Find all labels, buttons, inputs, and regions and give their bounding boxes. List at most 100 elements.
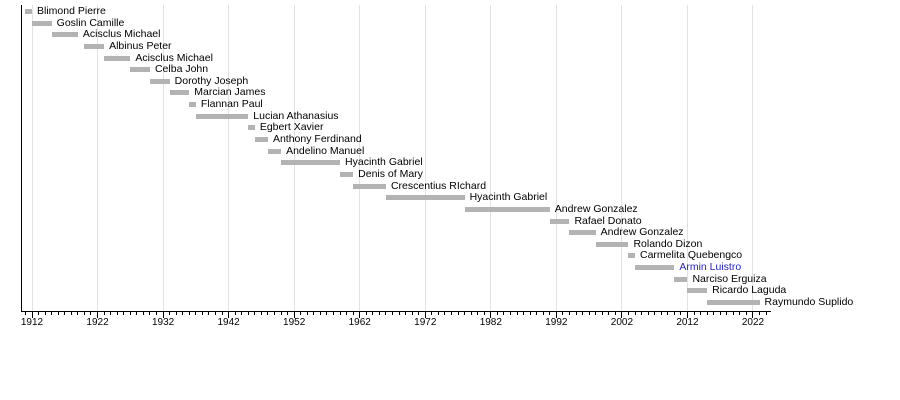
minor-tick: [208, 312, 210, 315]
minor-tick: [44, 312, 46, 315]
timeline-bar-label: Hyacinth Gabriel: [469, 191, 548, 204]
x-axis-tick-label: 2022: [741, 317, 765, 328]
minor-tick: [568, 312, 570, 315]
minor-tick: [582, 312, 584, 315]
timeline-bar: [32, 20, 52, 26]
minor-tick: [726, 312, 728, 315]
x-axis-tick-label: 1912: [20, 317, 44, 328]
minor-tick: [385, 312, 387, 315]
timeline-bar: [254, 137, 268, 143]
minor-tick: [24, 312, 26, 315]
timeline-bar: [51, 32, 78, 38]
minor-tick: [149, 312, 151, 315]
minor-tick: [667, 312, 669, 315]
minor-tick: [523, 312, 525, 315]
timeline-bar: [464, 206, 550, 212]
minor-tick: [418, 312, 420, 315]
major-tick: [555, 312, 557, 318]
timeline-bar-label: Marcian James: [194, 86, 266, 99]
timeline-bar: [353, 183, 386, 189]
minor-tick: [110, 312, 112, 315]
timeline-bar: [628, 253, 635, 259]
timeline-bar-label: Blimond Pierre: [37, 5, 106, 17]
minor-tick: [450, 312, 452, 315]
minor-tick: [188, 312, 190, 315]
decade-gridline: [359, 5, 361, 311]
timeline-bar-label: Rafael Donato: [574, 214, 642, 227]
minor-tick: [136, 312, 138, 315]
minor-tick: [83, 312, 85, 315]
timeline-bar-label: Andrew Gonzalez: [600, 226, 684, 239]
minor-tick: [201, 312, 203, 315]
minor-tick: [700, 312, 702, 315]
major-tick: [424, 312, 426, 318]
minor-tick: [398, 312, 400, 315]
timeline-bar-label: Crescentius RIchard: [390, 179, 487, 192]
decade-gridline: [228, 5, 230, 311]
major-tick: [162, 312, 164, 318]
timeline-bar-label: Denis of Mary: [358, 167, 423, 180]
timeline-bar: [25, 9, 32, 14]
timeline-bar: [340, 171, 354, 177]
minor-tick: [562, 312, 564, 315]
timeline-bar: [169, 90, 190, 96]
minor-tick: [542, 312, 544, 315]
decade-gridline: [97, 5, 99, 311]
minor-tick: [70, 312, 72, 315]
minor-tick: [142, 312, 144, 315]
decade-gridline: [686, 5, 688, 311]
minor-tick: [680, 312, 682, 315]
minor-tick: [516, 312, 518, 315]
decade-gridline: [490, 5, 492, 311]
decade-gridline: [555, 5, 557, 311]
major-tick: [31, 312, 33, 318]
minor-tick: [608, 312, 610, 315]
x-axis-tick-label: 1972: [414, 317, 437, 328]
timeline-bar-label: Raymundo Suplido: [764, 296, 854, 308]
minor-tick: [274, 312, 276, 315]
minor-tick: [391, 312, 393, 315]
minor-tick: [660, 312, 662, 315]
minor-tick: [38, 312, 40, 315]
timeline-bar: [635, 265, 675, 271]
minor-tick: [267, 312, 269, 315]
minor-tick: [169, 312, 171, 315]
x-axis-line: [21, 311, 771, 312]
minor-tick: [706, 312, 708, 315]
minor-tick: [195, 312, 197, 315]
timeline-bar: [549, 218, 570, 224]
minor-tick: [103, 312, 105, 315]
minor-tick: [300, 312, 302, 315]
minor-tick: [444, 312, 446, 315]
timeline-bar-link-label[interactable]: Armin Luistro: [679, 261, 742, 274]
minor-tick: [365, 312, 367, 315]
timeline-bar-label: Andrew Gonzalez: [554, 202, 638, 215]
decade-gridline: [31, 5, 33, 311]
minor-tick: [319, 312, 321, 315]
minor-tick: [123, 312, 125, 315]
minor-tick: [378, 312, 380, 315]
minor-tick: [182, 312, 184, 315]
minor-tick: [496, 312, 498, 315]
minor-tick: [759, 312, 761, 315]
timeline-bar: [195, 113, 249, 119]
minor-tick: [51, 312, 53, 315]
minor-tick: [614, 312, 616, 315]
minor-tick: [765, 312, 767, 315]
major-tick: [293, 312, 295, 318]
decade-gridline: [293, 5, 295, 311]
major-tick: [490, 312, 492, 318]
minor-tick: [254, 312, 256, 315]
minor-tick: [352, 312, 354, 315]
timeline-bar: [707, 300, 760, 305]
minor-tick: [673, 312, 675, 315]
minor-tick: [129, 312, 131, 315]
minor-tick: [529, 312, 531, 315]
minor-tick: [575, 312, 577, 315]
minor-tick: [654, 312, 656, 315]
minor-tick: [215, 312, 217, 315]
timeline-bar: [189, 102, 196, 108]
decade-gridline: [621, 5, 623, 311]
timeline-bar: [687, 288, 708, 294]
timeline-bar-label: Rolando Dizon: [633, 237, 703, 250]
